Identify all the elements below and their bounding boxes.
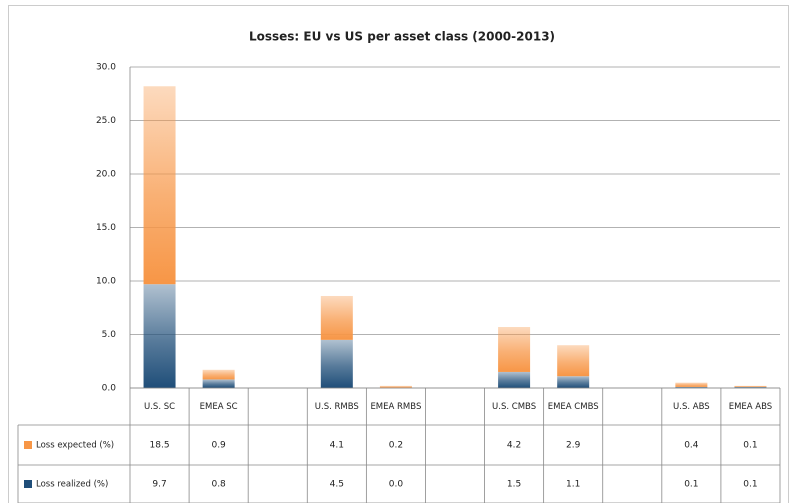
y-tick-label: 10.0 — [96, 277, 116, 287]
data-table-value: 1.5 — [507, 480, 521, 490]
bar-segment — [320, 295, 353, 340]
chart-title: Losses: EU vs US per asset class (2000-2… — [249, 30, 555, 44]
bar-segment — [202, 369, 235, 380]
y-tick-label: 5.0 — [102, 330, 117, 340]
data-table-value: 0.1 — [743, 441, 757, 451]
category-label: EMEA SC — [200, 402, 238, 412]
category-label: EMEA ABS — [729, 402, 772, 412]
legend-key — [24, 441, 32, 449]
data-table-value: 1.1 — [566, 480, 580, 490]
bar-segment — [675, 386, 708, 388]
data-table-value: 0.0 — [389, 480, 404, 490]
bar-segment — [734, 385, 767, 387]
data-table-value: 18.5 — [150, 441, 170, 451]
y-tick-label: 30.0 — [96, 63, 116, 73]
category-label: EMEA CMBS — [548, 402, 599, 412]
legend-key — [24, 480, 32, 488]
data-table-value: 9.7 — [152, 480, 166, 490]
data-table-value: 0.8 — [211, 480, 226, 490]
category-label: U.S. RMBS — [315, 402, 359, 412]
bar-segment — [734, 386, 767, 388]
data-table-value: 2.9 — [566, 441, 581, 451]
data-table-value: 0.9 — [211, 441, 226, 451]
data-table-value: 0.2 — [389, 441, 403, 451]
y-tick-label: 15.0 — [96, 223, 116, 233]
bar-segment — [379, 385, 412, 388]
bar-segment — [675, 382, 708, 387]
data-table-value: 0.1 — [684, 480, 698, 490]
bar-segment — [498, 327, 531, 372]
category-label: U.S. ABS — [673, 402, 710, 412]
category-label: U.S. CMBS — [492, 402, 536, 412]
legend-label: Loss expected (%) — [36, 441, 114, 451]
data-table-value: 4.5 — [330, 480, 344, 490]
data-table-value: 4.1 — [330, 441, 344, 451]
bar-segment — [202, 379, 235, 388]
y-tick-label: 20.0 — [96, 170, 116, 180]
y-tick-label: 0.0 — [102, 384, 117, 394]
category-label: U.S. SC — [144, 402, 175, 412]
bar-segment — [143, 284, 176, 388]
category-label: EMEA RMBS — [370, 402, 421, 412]
bar-segment — [143, 86, 176, 285]
data-table-value: 4.2 — [507, 441, 521, 451]
y-tick-label: 25.0 — [96, 116, 116, 126]
chart-border — [8, 5, 789, 503]
bar-segment — [557, 345, 590, 377]
bar-segment — [557, 376, 590, 388]
bar-segment — [498, 371, 531, 388]
bar-segment — [320, 339, 353, 388]
legend-label: Loss realized (%) — [36, 480, 108, 490]
data-table-value: 0.1 — [743, 480, 757, 490]
data-table-value: 0.4 — [684, 441, 699, 451]
